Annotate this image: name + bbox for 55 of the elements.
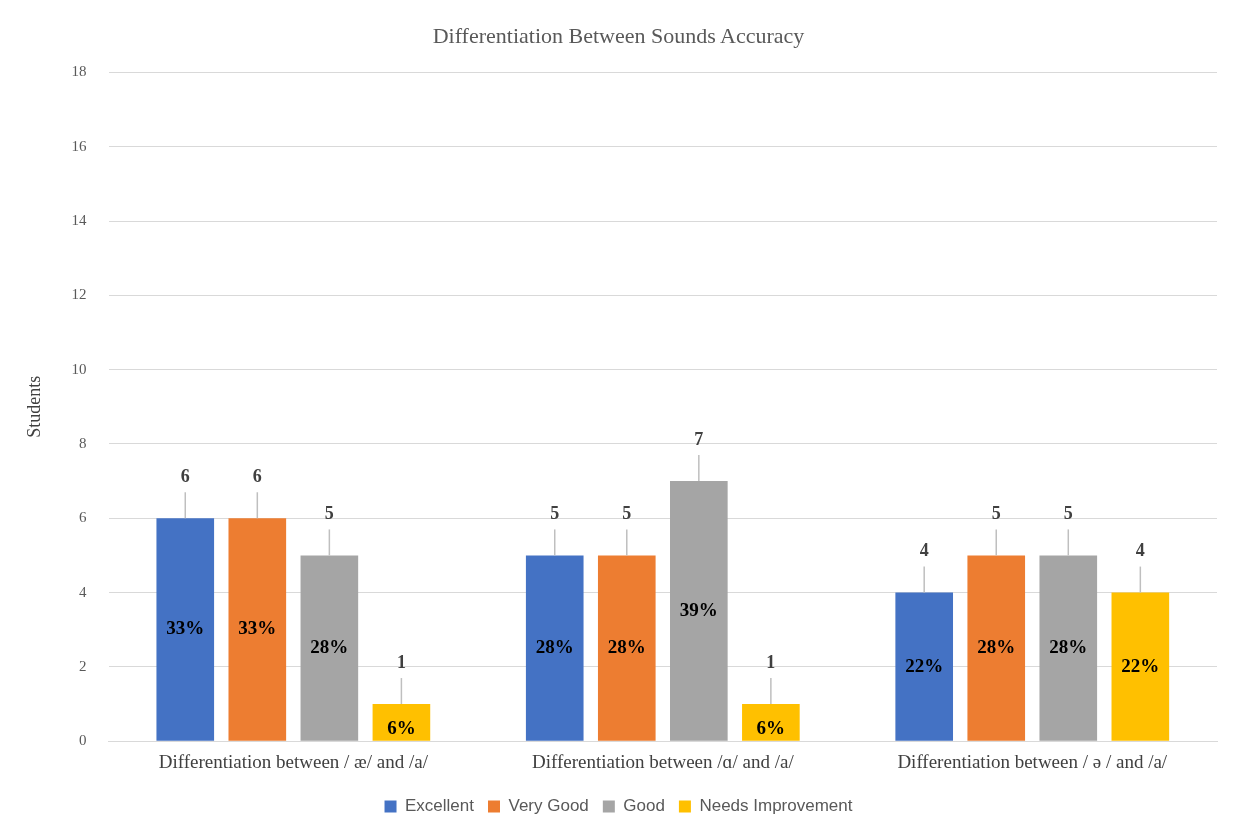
legend-label: Good	[623, 796, 665, 816]
x-tick-label: Differentiation between /ɑ/ and /a/	[531, 750, 795, 772]
data-label: 1	[396, 651, 406, 672]
bar	[372, 704, 431, 741]
y-tick-label: 18	[71, 63, 87, 80]
data-label: 5	[622, 503, 632, 524]
bar	[597, 555, 656, 741]
bar	[1111, 592, 1170, 741]
data-label: 5	[1063, 503, 1073, 524]
annotation: 28%	[1049, 635, 1088, 657]
bar	[300, 555, 359, 741]
bar	[742, 704, 800, 741]
annotation: 39%	[679, 598, 718, 620]
y-tick-label: 10	[71, 360, 87, 377]
data-label: 4	[1135, 540, 1145, 561]
bar	[156, 518, 215, 741]
chart-title: Differentiation Between Sounds Accuracy	[432, 22, 805, 48]
x-tick-label: Differentiation between / æ/ and /a/	[158, 750, 429, 772]
legend-label: Very Good	[508, 796, 589, 816]
bar	[1039, 555, 1098, 741]
y-tick-label: 2	[79, 657, 87, 674]
annotation: 6%	[756, 716, 786, 738]
annotation: 28%	[977, 635, 1016, 657]
y-tick-label: 16	[71, 137, 88, 154]
bar	[228, 518, 287, 741]
y-tick-label: 12	[71, 286, 87, 303]
annotation: 28%	[535, 635, 574, 657]
data-label: 6	[180, 465, 190, 486]
annotation: 33%	[238, 617, 277, 639]
data-label: 5	[991, 503, 1001, 524]
bar	[670, 481, 728, 741]
annotation: 22%	[905, 654, 944, 676]
bar	[525, 555, 584, 741]
annotation: 22%	[1121, 654, 1160, 676]
y-tick-label: 14	[71, 211, 88, 228]
data-label: 6	[252, 465, 262, 486]
x-tick-label: Differentiation between / ə / and /a/	[897, 750, 1168, 772]
annotation: 28%	[310, 635, 349, 657]
data-label: 5	[550, 503, 560, 524]
data-label: 1	[766, 651, 776, 672]
y-axis-title: Students	[23, 375, 44, 438]
y-tick-label: 4	[79, 583, 88, 600]
bar	[967, 555, 1026, 741]
data-label: 4	[919, 540, 929, 561]
y-tick-label: 0	[79, 732, 87, 749]
y-tick-label: 8	[79, 434, 87, 451]
annotation: 33%	[166, 617, 205, 639]
data-label: 5	[324, 503, 334, 524]
y-tick-label: 6	[79, 509, 88, 526]
legend-label: Needs Improvement	[699, 796, 853, 816]
bar	[895, 592, 954, 741]
annotation: 28%	[607, 635, 646, 657]
legend-label: Excellent	[405, 796, 475, 816]
data-label: 7	[694, 428, 704, 449]
annotation: 6%	[387, 716, 416, 738]
